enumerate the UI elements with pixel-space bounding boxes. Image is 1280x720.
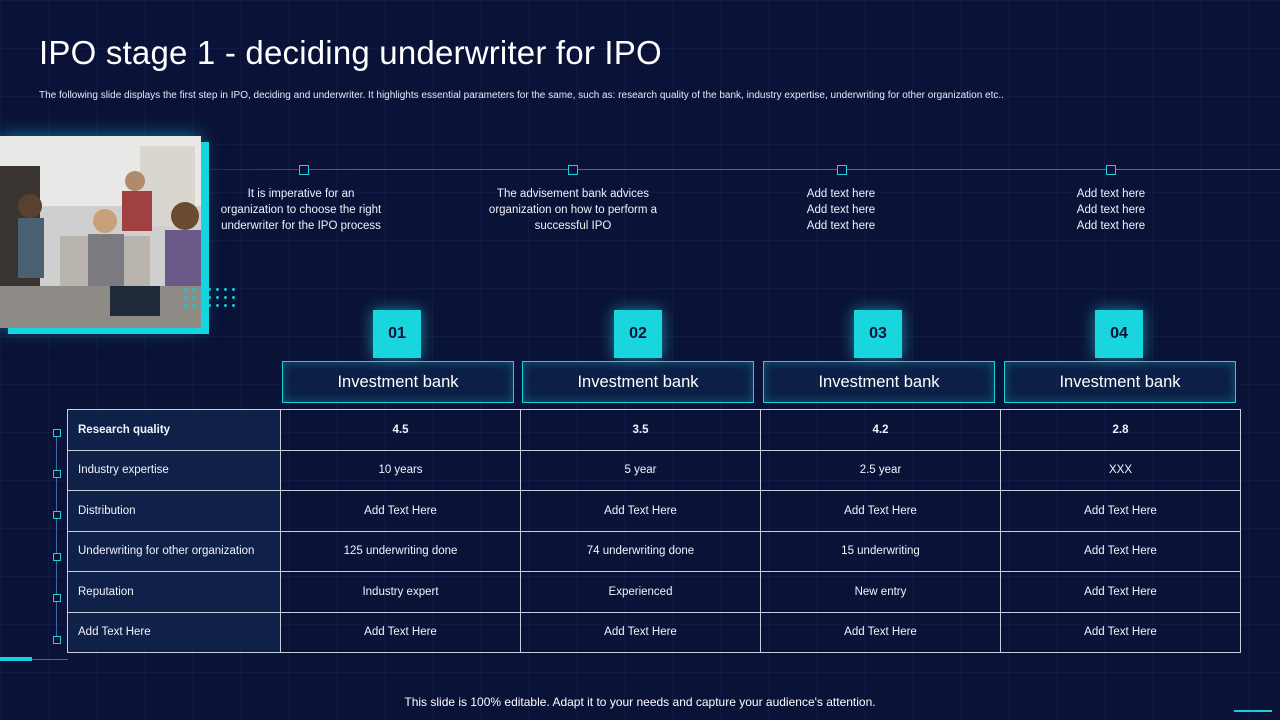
- step-number-4: 04: [1095, 310, 1143, 358]
- row-label: Industry expertise: [67, 449, 281, 491]
- bank-header-1: Investment bank: [282, 361, 514, 403]
- row-label: Research quality: [67, 409, 281, 451]
- slide-subtitle: The following slide displays the first s…: [39, 90, 1004, 101]
- table-cell: Add Text Here: [520, 490, 761, 532]
- comparison-table: Research quality 4.5 3.5 4.2 2.8 Industr…: [67, 409, 1241, 653]
- table-cell: 4.2: [760, 409, 1001, 451]
- footer-note: This slide is 100% editable. Adapt it to…: [404, 695, 876, 709]
- row-node: [53, 429, 61, 437]
- table-row: Distribution Add Text Here Add Text Here…: [67, 490, 1241, 532]
- table-cell: 10 years: [280, 449, 521, 491]
- table-cell: Add Text Here: [1000, 530, 1241, 572]
- table-row: Research quality 4.5 3.5 4.2 2.8: [67, 409, 1241, 451]
- row-label: Distribution: [67, 490, 281, 532]
- timeline-node: [568, 165, 578, 175]
- table-cell: New entry: [760, 571, 1001, 613]
- table-cell: Add Text Here: [1000, 490, 1241, 532]
- row-label: Underwriting for other organization: [67, 530, 281, 572]
- table-cell: Add Text Here: [760, 490, 1001, 532]
- timeline-node: [837, 165, 847, 175]
- row-label: Reputation: [67, 571, 281, 613]
- table-cell: 15 underwriting: [760, 530, 1001, 572]
- table-row: Add Text Here Add Text Here Add Text Her…: [67, 611, 1241, 653]
- step-1-description: It is imperative for an organization to …: [220, 188, 382, 232]
- step-number-3: 03: [854, 310, 902, 358]
- table-cell: 3.5: [520, 409, 761, 451]
- row-node: [53, 553, 61, 561]
- table-cell: 2.5 year: [760, 449, 1001, 491]
- step-2-description: The advisement bank advices organization…: [488, 188, 658, 232]
- table-cell: 125 underwriting done: [280, 530, 521, 572]
- table-cell: Experienced: [520, 571, 761, 613]
- row-node: [53, 594, 61, 602]
- row-node: [53, 470, 61, 478]
- team-meeting-photo: [0, 136, 201, 328]
- table-row: Reputation Industry expert Experienced N…: [67, 571, 1241, 613]
- slide-title: IPO stage 1 - deciding underwriter for I…: [39, 34, 662, 71]
- table-row: Underwriting for other organization 125 …: [67, 530, 1241, 572]
- step-4-description: Add text here Add text here Add text her…: [1076, 188, 1146, 232]
- row-label: Add Text Here: [67, 611, 281, 653]
- side-connector: [56, 432, 57, 640]
- table-cell: Add Text Here: [280, 611, 521, 653]
- table-row: Industry expertise 10 years 5 year 2.5 y…: [67, 449, 1241, 491]
- step-number-2: 02: [614, 310, 662, 358]
- table-cell: XXX: [1000, 449, 1241, 491]
- table-cell: 4.5: [280, 409, 521, 451]
- table-cell: Add Text Here: [760, 611, 1001, 653]
- table-cell: Add Text Here: [1000, 571, 1241, 613]
- timeline-node: [1106, 165, 1116, 175]
- timeline-node: [299, 165, 309, 175]
- table-cell: Industry expert: [280, 571, 521, 613]
- row-node: [53, 511, 61, 519]
- step-3-description: Add text here Add text here Add text her…: [806, 188, 876, 232]
- table-cell: Add Text Here: [280, 490, 521, 532]
- bank-header-2: Investment bank: [522, 361, 754, 403]
- table-cell: 5 year: [520, 449, 761, 491]
- corner-accent: [1234, 710, 1272, 712]
- table-cell: 74 underwriting done: [520, 530, 761, 572]
- bank-header-4: Investment bank: [1004, 361, 1236, 403]
- bank-header-3: Investment bank: [763, 361, 995, 403]
- decorative-dots: [184, 288, 236, 314]
- accent-bar: [0, 657, 32, 661]
- timeline-line: [206, 169, 1280, 170]
- table-cell: 2.8: [1000, 409, 1241, 451]
- table-cell: Add Text Here: [520, 611, 761, 653]
- row-node: [53, 636, 61, 644]
- table-cell: Add Text Here: [1000, 611, 1241, 653]
- step-number-1: 01: [373, 310, 421, 358]
- accent-line: [32, 659, 68, 660]
